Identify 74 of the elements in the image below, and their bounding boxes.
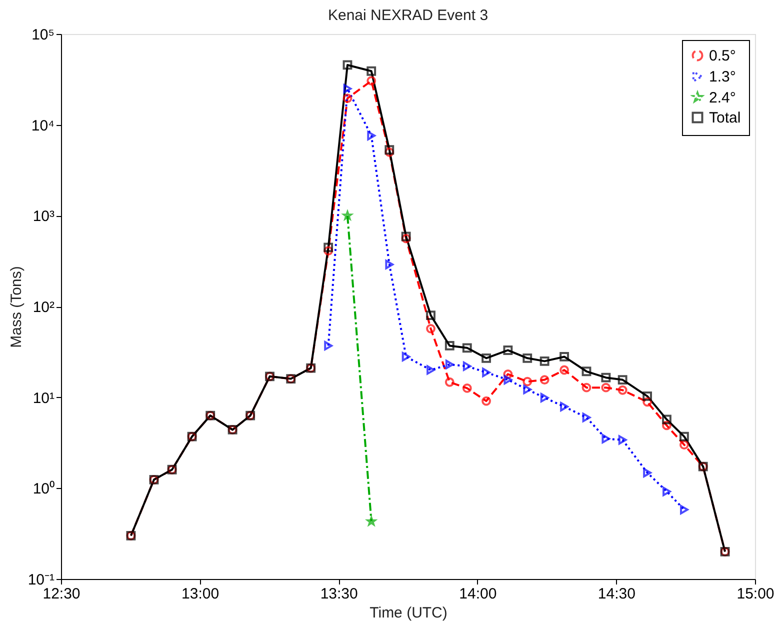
point — [366, 66, 376, 76]
point — [402, 352, 410, 362]
point — [662, 414, 672, 424]
point — [601, 382, 611, 392]
point — [343, 84, 352, 94]
legend-label: Total — [709, 110, 741, 126]
point — [582, 382, 592, 392]
point — [582, 366, 592, 376]
x-axis-title: Time (UTC) — [370, 604, 448, 622]
point — [426, 324, 436, 334]
point — [482, 353, 491, 363]
x-tick-label: 14:00 — [459, 586, 497, 602]
point — [540, 356, 550, 366]
legend-label: 0.5° — [709, 48, 736, 64]
point — [662, 486, 671, 496]
point — [618, 435, 627, 445]
x-tick-label: 14:30 — [598, 586, 636, 602]
x-tick-label: 15:00 — [736, 586, 774, 602]
point — [642, 391, 652, 401]
point — [342, 210, 352, 220]
point — [522, 353, 532, 363]
point — [680, 432, 689, 442]
legend-label: 1.3° — [709, 68, 736, 86]
point — [560, 402, 568, 412]
y-tick-label: 10¹ — [32, 390, 54, 407]
point — [602, 434, 610, 444]
y-axis-title: Mass (Tons) — [8, 266, 25, 348]
point — [503, 369, 513, 379]
point — [462, 343, 472, 353]
y-tick-label: 10⁰ — [32, 480, 54, 498]
chart-title: Kenai NEXRAD Event 3 — [328, 7, 488, 24]
point — [540, 375, 550, 384]
point — [445, 360, 454, 370]
point — [426, 310, 436, 320]
point — [462, 384, 472, 393]
x-tick-label: 13:00 — [182, 586, 220, 602]
point — [366, 76, 376, 86]
point — [662, 420, 672, 430]
point — [601, 372, 611, 382]
point — [504, 375, 512, 384]
point — [560, 352, 569, 362]
point — [462, 362, 472, 371]
point — [482, 368, 490, 378]
point — [643, 468, 652, 478]
point — [444, 341, 454, 350]
point — [342, 94, 352, 103]
point — [444, 377, 454, 387]
point — [426, 365, 435, 375]
point — [560, 365, 569, 375]
point — [523, 384, 532, 394]
point — [367, 130, 376, 140]
y-tick-label: 10⁴ — [31, 117, 54, 134]
y-tick-label: 10⁵ — [32, 26, 54, 44]
point — [582, 412, 591, 422]
point — [324, 242, 334, 252]
point — [385, 260, 394, 270]
point — [324, 341, 333, 350]
point — [482, 396, 491, 406]
point — [342, 60, 352, 70]
point — [324, 246, 334, 256]
y-tick-label: 10³ — [32, 208, 54, 226]
point — [642, 397, 652, 407]
y-tick-label: 10⁻¹ — [28, 572, 54, 588]
point — [522, 376, 532, 386]
point — [540, 393, 549, 402]
point — [680, 504, 688, 514]
point — [618, 385, 628, 395]
x-tick-label: 13:30 — [320, 586, 358, 602]
point — [503, 346, 513, 355]
y-tick-label: 10² — [32, 299, 54, 316]
point — [618, 375, 628, 384]
legend-label: 2.4° — [709, 90, 736, 106]
x-tick-label: 12:30 — [42, 586, 80, 602]
point — [680, 440, 689, 450]
